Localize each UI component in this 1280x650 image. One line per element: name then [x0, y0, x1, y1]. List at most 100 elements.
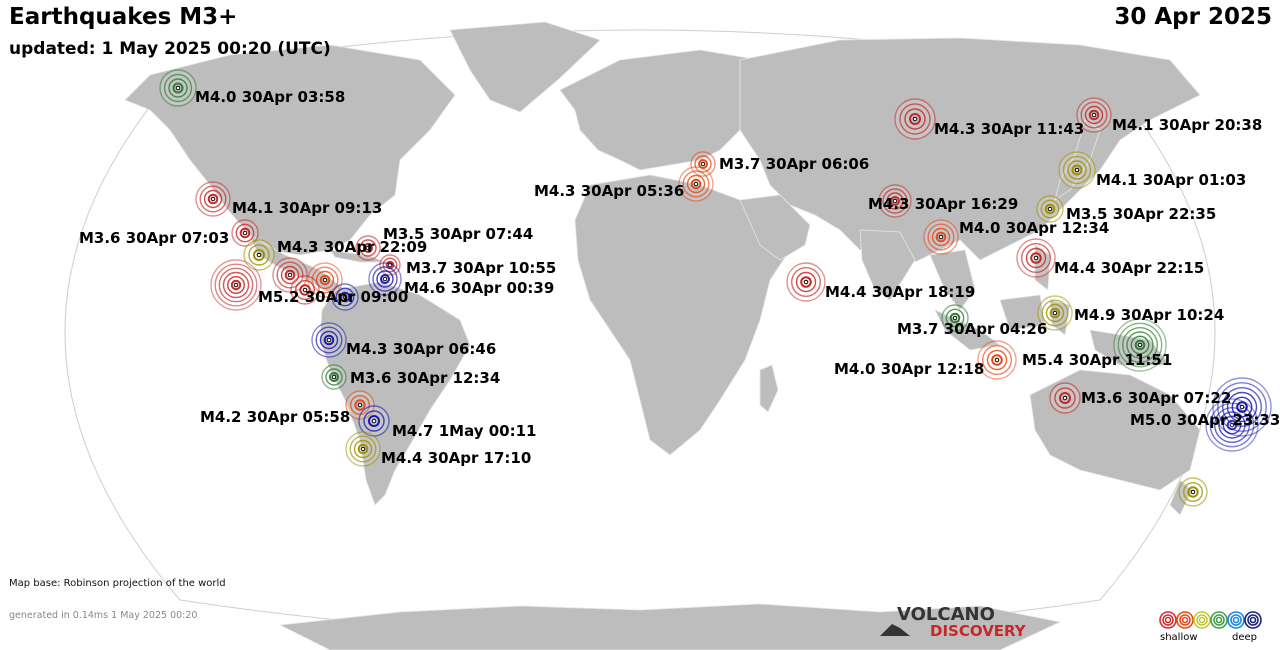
earthquake-marker[interactable] — [345, 431, 381, 467]
legend-depth-ring — [1196, 614, 1208, 626]
legend-depth-ring — [1232, 616, 1240, 624]
legend-depth-ring — [1213, 614, 1225, 626]
earthquake-marker[interactable] — [331, 283, 359, 311]
earthquake-marker[interactable] — [231, 219, 259, 247]
legend-depth-ring — [1249, 616, 1257, 624]
earthquake-label[interactable]: M4.4 30Apr 18:19 — [825, 283, 975, 301]
land-madagascar — [759, 364, 779, 413]
earthquake-label[interactable]: M4.3 30Apr 16:29 — [868, 195, 1018, 213]
volcano-discovery-logo[interactable]: VOLCANO DISCOVERY — [880, 604, 1040, 640]
depth-legend: shallow deep — [1158, 608, 1268, 648]
earthquake-marker[interactable] — [358, 405, 390, 437]
map-date: 30 Apr 2025 — [1114, 4, 1272, 30]
earthquake-marker[interactable] — [243, 239, 275, 271]
earthquake-label[interactable]: M4.1 30Apr 20:38 — [1112, 116, 1262, 134]
earthquake-label[interactable]: M3.5 30Apr 07:44 — [383, 225, 533, 243]
earthquake-label[interactable]: M4.2 30Apr 05:58 — [200, 408, 350, 426]
earthquake-label[interactable]: M5.2 30Apr 09:00 — [258, 288, 408, 306]
earthquake-label[interactable]: M4.7 1May 00:11 — [392, 422, 537, 440]
legend-depth-ring — [1215, 616, 1223, 624]
legend-depth-ring — [1247, 614, 1259, 626]
earthquake-label[interactable]: M4.9 30Apr 10:24 — [1074, 306, 1224, 324]
earthquake-marker[interactable] — [321, 364, 347, 390]
earthquake-marker[interactable] — [1037, 295, 1073, 331]
legend-depth-ring — [1179, 614, 1191, 626]
earthquake-label[interactable]: M4.0 30Apr 12:34 — [959, 219, 1109, 237]
earthquake-label[interactable]: M4.6 30Apr 00:39 — [404, 279, 554, 297]
earthquake-marker[interactable] — [923, 219, 959, 255]
legend-depth-ring — [1210, 611, 1228, 629]
land-south-america — [319, 281, 471, 506]
earthquake-label[interactable]: M4.0 30Apr 12:18 — [834, 360, 984, 378]
legend-depth-ring — [1159, 611, 1177, 629]
earthquake-label[interactable]: M4.4 30Apr 17:10 — [381, 449, 531, 467]
earthquake-marker[interactable] — [195, 181, 231, 217]
earthquake-label[interactable]: M3.7 30Apr 04:26 — [897, 320, 1047, 338]
land-arabia — [739, 194, 811, 261]
depth-legend-rings — [1159, 611, 1262, 629]
earthquake-label[interactable]: M4.1 30Apr 09:13 — [232, 199, 382, 217]
earthquake-marker[interactable] — [290, 275, 320, 305]
earthquake-marker[interactable] — [210, 259, 262, 311]
legend-depth-ring — [1193, 611, 1211, 629]
logo-text-volcano: VOLCANO — [897, 604, 995, 625]
earthquake-marker[interactable] — [355, 235, 381, 261]
volcano-icon — [880, 624, 910, 636]
earthquake-label[interactable]: M5.4 30Apr 11:51 — [1022, 351, 1172, 369]
earthquake-marker[interactable] — [159, 69, 197, 107]
earthquake-marker[interactable] — [345, 390, 375, 420]
land-japan — [1054, 119, 1101, 201]
legend-depth-ring — [1181, 616, 1189, 624]
earthquake-marker[interactable] — [941, 304, 969, 332]
earthquake-marker[interactable] — [977, 340, 1017, 380]
land-new-zealand — [1169, 479, 1193, 516]
earthquake-marker[interactable] — [1076, 97, 1112, 133]
updated-timestamp: updated: 1 May 2025 00:20 (UTC) — [9, 39, 331, 59]
earthquake-marker[interactable] — [678, 166, 714, 202]
earthquake-marker[interactable] — [894, 98, 936, 140]
earthquake-marker[interactable] — [1049, 382, 1081, 414]
generated-note: generated in 0.14ms 1 May 2025 00:20 — [9, 610, 198, 621]
earthquake-marker[interactable] — [878, 184, 912, 218]
earthquake-label[interactable]: M4.3 30Apr 11:43 — [934, 120, 1084, 138]
earthquake-marker[interactable] — [368, 262, 402, 296]
earthquake-label[interactable]: M4.3 30Apr 05:36 — [534, 182, 684, 200]
land-se-asia — [929, 249, 976, 311]
earthquake-label[interactable]: M3.6 30Apr 07:03 — [79, 229, 229, 247]
earthquake-marker[interactable] — [1212, 377, 1272, 437]
legend-depth-ring — [1244, 611, 1262, 629]
earthquake-label[interactable]: M3.5 30Apr 22:35 — [1066, 205, 1216, 223]
earthquake-marker[interactable] — [690, 151, 716, 177]
earthquake-label[interactable]: M3.6 30Apr 12:34 — [350, 369, 500, 387]
earthquake-marker[interactable] — [786, 262, 826, 302]
earthquake-marker[interactable] — [1036, 195, 1064, 223]
earthquake-marker[interactable] — [307, 262, 343, 298]
legend-depth-ring — [1230, 614, 1242, 626]
land-australia — [1029, 369, 1201, 491]
land-new-guinea — [1089, 329, 1171, 366]
legend-shallow-label: shallow — [1160, 632, 1198, 643]
land-masses — [124, 21, 1201, 650]
earthquake-label[interactable]: M4.3 30Apr 22:09 — [277, 238, 427, 256]
land-indonesia-2 — [999, 294, 1046, 331]
legend-deep-label: deep — [1232, 632, 1257, 643]
earthquake-label[interactable]: M3.6 30Apr 07:22 — [1081, 389, 1231, 407]
land-antarctica — [278, 603, 1062, 650]
earthquake-label[interactable]: M4.3 30Apr 06:46 — [346, 340, 496, 358]
earthquake-marker[interactable] — [1178, 477, 1208, 507]
earthquake-label[interactable]: M5.0 30Apr 23:33 — [1130, 411, 1280, 429]
earthquake-label[interactable]: M4.1 30Apr 01:03 — [1096, 171, 1246, 189]
earthquake-label[interactable]: M3.7 30Apr 06:06 — [719, 155, 869, 173]
earthquake-marker[interactable] — [311, 322, 347, 358]
earthquake-marker[interactable] — [1058, 151, 1096, 189]
land-greenland — [449, 21, 601, 113]
earthquake-marker[interactable] — [1113, 318, 1167, 372]
earthquake-label[interactable]: M4.0 30Apr 03:58 — [195, 88, 345, 106]
earthquake-label[interactable]: M4.4 30Apr 22:15 — [1054, 259, 1204, 277]
earthquake-label[interactable]: M3.7 30Apr 10:55 — [406, 259, 556, 277]
page-title: Earthquakes M3+ — [9, 4, 238, 30]
earthquake-marker[interactable] — [1205, 398, 1259, 452]
earthquake-marker[interactable] — [1016, 238, 1056, 278]
